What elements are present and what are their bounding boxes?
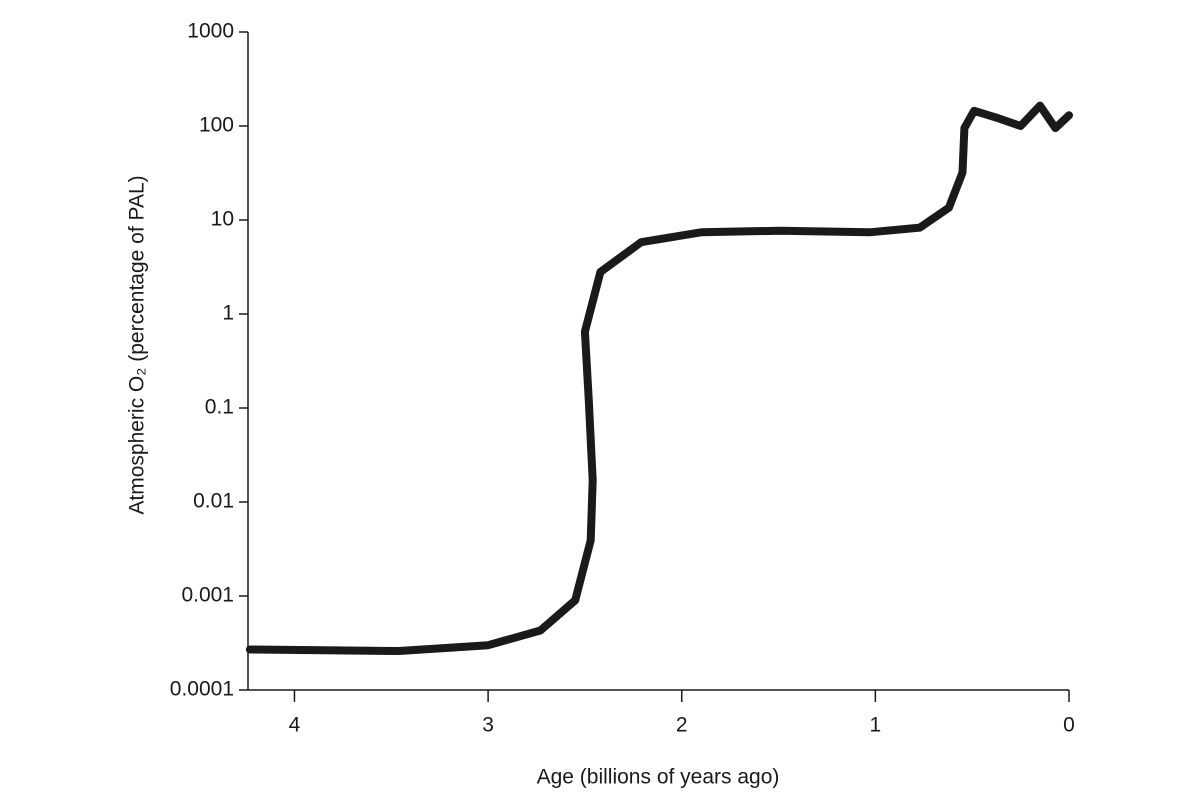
x-tick-label: 3 bbox=[482, 714, 494, 737]
x-tick-label: 1 bbox=[870, 714, 882, 737]
y-tick-label: 1 bbox=[222, 302, 234, 325]
x-tick-label: 4 bbox=[289, 714, 301, 737]
y-tick-label: 1000 bbox=[187, 20, 234, 43]
x-tick-label: 0 bbox=[1063, 714, 1075, 737]
y-axis-label: Atmospheric O₂ (percentage of PAL) bbox=[126, 175, 149, 514]
y-tick-label: 0.0001 bbox=[170, 678, 234, 701]
y-tick-label: 10 bbox=[211, 208, 234, 231]
x-axis-label: Age (billions of years ago) bbox=[537, 766, 780, 789]
y-tick-label: 0.001 bbox=[181, 584, 234, 607]
x-tick-label: 2 bbox=[676, 714, 688, 737]
y-tick-label: 0.1 bbox=[205, 396, 234, 419]
data-line bbox=[245, 101, 1073, 655]
y-tick-label: 100 bbox=[199, 114, 234, 137]
y-tick-label: 0.01 bbox=[193, 490, 234, 513]
